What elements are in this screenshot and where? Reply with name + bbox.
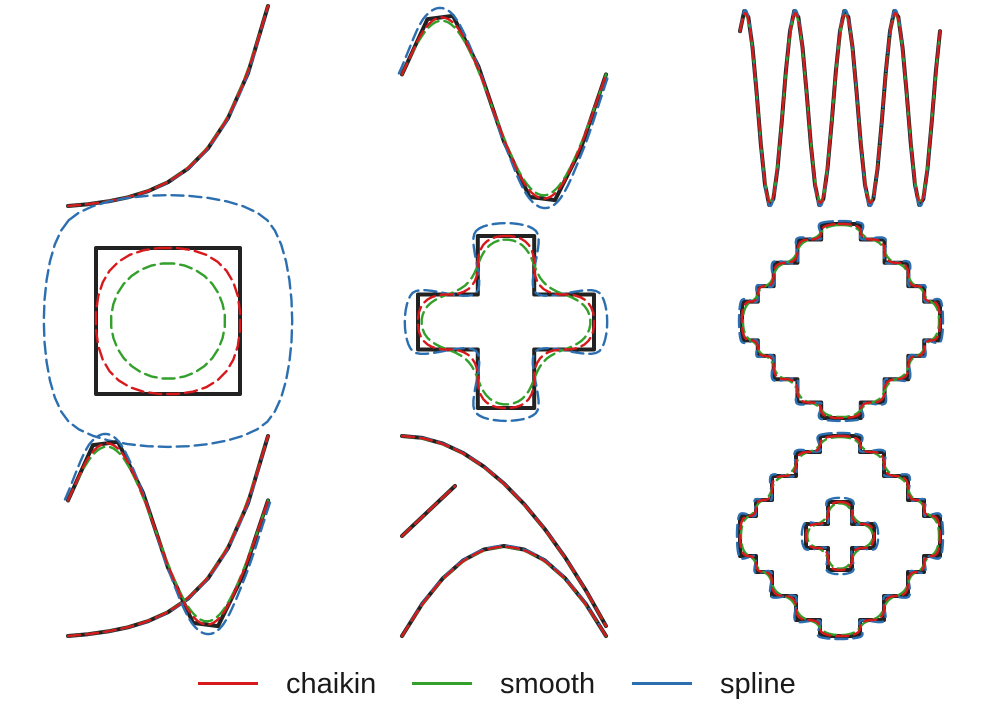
panel-sine-and-exp: [63, 432, 273, 638]
legend-label-spline: spline: [720, 668, 796, 700]
panel-parabolas: [400, 434, 608, 638]
panel-plus-original-0: [416, 234, 596, 410]
panel-stepped-octagon-original-0: [740, 222, 942, 420]
panel-stepped-octagon: [737, 219, 945, 423]
panel-square: [42, 193, 294, 449]
panel-sine-many-periods: [738, 8, 942, 208]
panel-exp-curve-spline-0: [66, 4, 270, 208]
panel-sine-one-period-original-0: [400, 13, 608, 203]
panel-ring-with-cross-chaikin-1: [804, 500, 876, 572]
panel-parabolas-spline-0: [400, 434, 608, 628]
panel-sine-one-period: [397, 6, 611, 210]
legend-swatch-smooth: [412, 682, 472, 685]
panel-parabolas-chaikin-0: [400, 434, 608, 628]
panel-sine-and-exp-spline-1: [63, 432, 273, 636]
panel-parabolas-smooth-0: [400, 434, 608, 628]
panel-sine-and-exp-chaikin-1: [66, 442, 270, 626]
panel-sine-and-exp-smooth-0: [66, 434, 270, 638]
panel-stepped-octagon-smooth-0: [741, 223, 941, 419]
panel-square-chaikin-0: [94, 246, 242, 396]
panel-stepped-octagon-chaikin-0: [740, 222, 942, 420]
panel-exp-curve-smooth-0: [66, 4, 270, 208]
legend-item-chaikin: chaikin: [198, 660, 398, 708]
legend-item-spline: spline: [632, 660, 832, 708]
legend-swatch-chaikin: [198, 682, 258, 685]
legend-label-smooth: smooth: [500, 668, 596, 700]
panel-exp-curve-original-0: [66, 4, 270, 208]
legend: chaikin smooth spline: [0, 660, 1008, 708]
panel-square-spline-0: [42, 193, 294, 449]
panel-exp-curve: [66, 4, 270, 208]
panel-grid: [42, 4, 945, 641]
panel-square-original-0: [94, 246, 242, 396]
panel-exp-curve-chaikin-0: [66, 4, 270, 208]
panel-sine-and-exp-chaikin-0: [66, 434, 270, 638]
panel-sine-many-periods-chaikin-0: [738, 12, 942, 204]
panel-plus-chaikin-0: [416, 234, 596, 410]
panel-parabolas-original-0: [400, 434, 608, 628]
legend-item-smooth: smooth: [412, 660, 622, 708]
panel-ring-with-cross-smooth-1: [806, 502, 874, 570]
legend-label-chaikin: chaikin: [286, 668, 377, 700]
panel-sine-and-exp-original-1: [66, 439, 270, 629]
panel-plus-smooth-0: [420, 238, 592, 406]
panel-ring-with-cross-original-1: [804, 500, 876, 572]
panel-square-smooth-0: [109, 262, 227, 380]
panel-parabolas-chaikin-2: [400, 484, 457, 538]
panel-ring-with-cross-original-0: [738, 434, 942, 638]
panel-plus: [403, 221, 609, 423]
panel-parabolas-chaikin-1: [400, 545, 608, 638]
panel-sine-one-period-spline-0: [397, 6, 611, 210]
panel-sine-and-exp-original-0: [66, 434, 270, 638]
panel-ring-with-cross-spline-0: [735, 431, 945, 641]
panel-ring-with-cross-chaikin-0: [738, 434, 942, 638]
panel-stepped-octagon-spline-0: [737, 219, 945, 423]
panel-ring-with-cross-spline-1: [800, 496, 880, 576]
panel-sine-one-period-smooth-0: [400, 19, 608, 197]
panel-sine-one-period-chaikin-0: [400, 16, 608, 200]
panel-plus-spline-0: [403, 221, 609, 423]
panel-sine-and-exp-spline-0: [66, 434, 270, 638]
panel-ring-with-cross: [735, 431, 945, 641]
panel-ring-with-cross-smooth-0: [739, 435, 941, 637]
legend-swatch-spline: [632, 682, 692, 685]
